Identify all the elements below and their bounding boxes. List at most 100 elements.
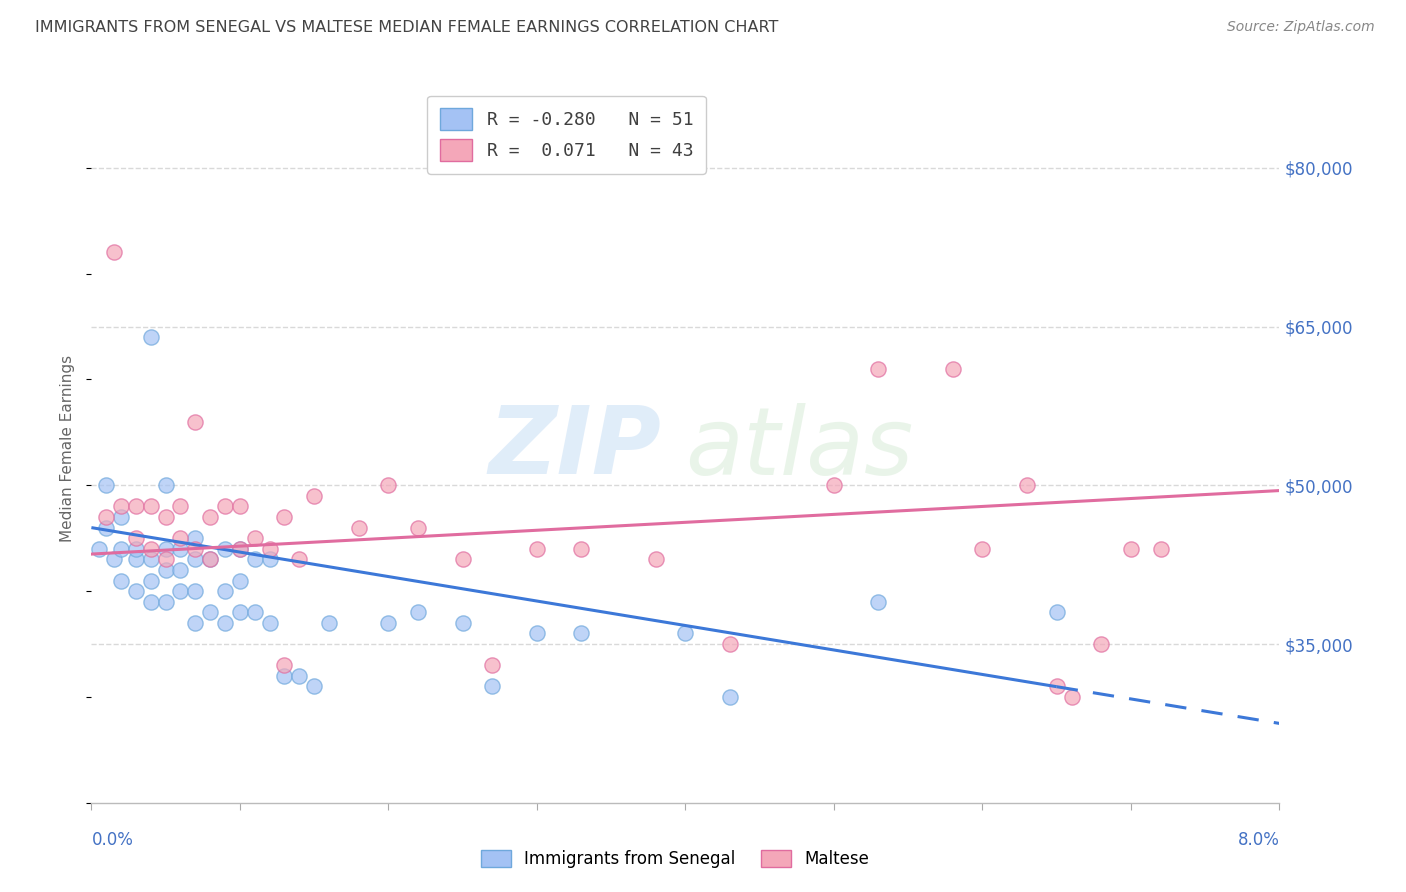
Point bbox=[169, 500, 191, 514]
Point bbox=[184, 531, 207, 545]
Point bbox=[214, 541, 236, 556]
Point bbox=[1119, 541, 1142, 556]
Point bbox=[571, 541, 593, 556]
Point bbox=[125, 552, 148, 566]
Point bbox=[318, 615, 340, 630]
Point bbox=[451, 552, 474, 566]
Point bbox=[139, 541, 162, 556]
Point bbox=[125, 531, 148, 545]
Point bbox=[87, 541, 110, 556]
Point bbox=[229, 574, 252, 588]
Point bbox=[110, 510, 132, 524]
Point bbox=[377, 615, 399, 630]
Point bbox=[200, 605, 222, 619]
Point bbox=[273, 658, 295, 673]
Point bbox=[169, 541, 191, 556]
Point bbox=[110, 574, 132, 588]
Point bbox=[229, 605, 252, 619]
Point bbox=[571, 626, 593, 640]
Point bbox=[377, 478, 399, 492]
Legend: Immigrants from Senegal, Maltese: Immigrants from Senegal, Maltese bbox=[472, 842, 877, 877]
Point bbox=[288, 669, 311, 683]
Point bbox=[718, 690, 741, 704]
Point bbox=[229, 541, 252, 556]
Point bbox=[229, 500, 252, 514]
Point bbox=[184, 615, 207, 630]
Point bbox=[288, 552, 311, 566]
Point bbox=[169, 584, 191, 599]
Point bbox=[273, 669, 295, 683]
Point bbox=[139, 574, 162, 588]
Y-axis label: Median Female Earnings: Median Female Earnings bbox=[60, 355, 76, 541]
Point bbox=[184, 415, 207, 429]
Point bbox=[200, 552, 222, 566]
Point bbox=[110, 541, 132, 556]
Point bbox=[169, 531, 191, 545]
Point bbox=[200, 552, 222, 566]
Point bbox=[673, 626, 696, 640]
Point bbox=[942, 362, 965, 376]
Point bbox=[155, 510, 177, 524]
Point bbox=[125, 541, 148, 556]
Point bbox=[243, 552, 266, 566]
Point bbox=[1090, 637, 1112, 651]
Point bbox=[139, 500, 162, 514]
Point bbox=[1060, 690, 1083, 704]
Point bbox=[214, 584, 236, 599]
Point bbox=[155, 595, 177, 609]
Point bbox=[644, 552, 666, 566]
Point bbox=[139, 595, 162, 609]
Point bbox=[868, 362, 890, 376]
Point bbox=[169, 563, 191, 577]
Point bbox=[259, 552, 281, 566]
Point bbox=[718, 637, 741, 651]
Point bbox=[259, 541, 281, 556]
Point bbox=[125, 584, 148, 599]
Point bbox=[526, 626, 548, 640]
Point bbox=[103, 245, 125, 260]
Text: Source: ZipAtlas.com: Source: ZipAtlas.com bbox=[1227, 20, 1375, 34]
Text: IMMIGRANTS FROM SENEGAL VS MALTESE MEDIAN FEMALE EARNINGS CORRELATION CHART: IMMIGRANTS FROM SENEGAL VS MALTESE MEDIA… bbox=[35, 20, 779, 35]
Point bbox=[243, 531, 266, 545]
Point bbox=[481, 658, 503, 673]
Point bbox=[125, 500, 148, 514]
Text: ZIP: ZIP bbox=[489, 402, 662, 494]
Point bbox=[1015, 478, 1038, 492]
Point bbox=[155, 563, 177, 577]
Point bbox=[139, 330, 162, 344]
Point bbox=[96, 520, 118, 534]
Point bbox=[139, 552, 162, 566]
Point bbox=[214, 615, 236, 630]
Point bbox=[155, 541, 177, 556]
Point bbox=[526, 541, 548, 556]
Point bbox=[155, 478, 177, 492]
Point bbox=[184, 552, 207, 566]
Point bbox=[868, 595, 890, 609]
Point bbox=[406, 520, 429, 534]
Point bbox=[1046, 679, 1069, 693]
Point bbox=[200, 510, 222, 524]
Point bbox=[406, 605, 429, 619]
Point bbox=[103, 552, 125, 566]
Point bbox=[1149, 541, 1171, 556]
Text: 0.0%: 0.0% bbox=[91, 831, 134, 849]
Point bbox=[823, 478, 845, 492]
Point bbox=[481, 679, 503, 693]
Point bbox=[184, 541, 207, 556]
Point bbox=[302, 679, 325, 693]
Point bbox=[155, 552, 177, 566]
Point bbox=[96, 510, 118, 524]
Point bbox=[259, 615, 281, 630]
Point bbox=[110, 500, 132, 514]
Text: 8.0%: 8.0% bbox=[1237, 831, 1279, 849]
Point bbox=[972, 541, 994, 556]
Legend: R = -0.280   N = 51, R =  0.071   N = 43: R = -0.280 N = 51, R = 0.071 N = 43 bbox=[427, 95, 706, 174]
Point bbox=[243, 605, 266, 619]
Point bbox=[229, 541, 252, 556]
Point bbox=[347, 520, 370, 534]
Point bbox=[302, 489, 325, 503]
Point bbox=[273, 510, 295, 524]
Point bbox=[214, 500, 236, 514]
Text: atlas: atlas bbox=[685, 402, 914, 494]
Point bbox=[451, 615, 474, 630]
